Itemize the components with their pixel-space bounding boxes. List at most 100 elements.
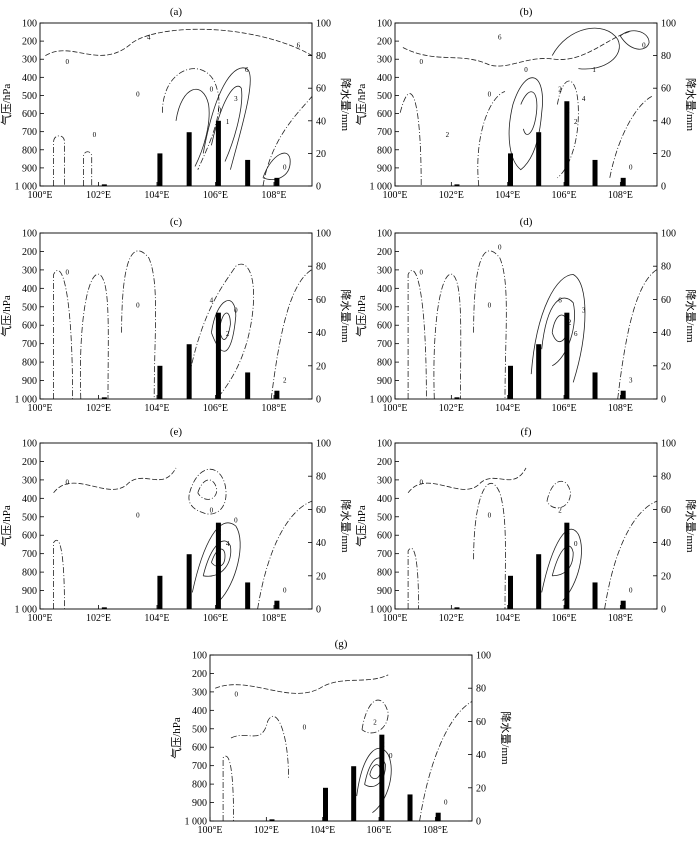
contour-value-label: 0 bbox=[444, 798, 448, 806]
y-left-tick-label: 200 bbox=[377, 247, 392, 258]
precip-bar bbox=[274, 600, 280, 609]
contour-lines bbox=[407, 467, 658, 610]
precip-bar bbox=[620, 390, 626, 399]
y-right-tick-label: 80 bbox=[476, 684, 486, 695]
contour-value-label: 0 bbox=[234, 307, 238, 315]
y-left-tick-label: 700 bbox=[377, 549, 392, 560]
contour-value-label: 4 bbox=[226, 540, 230, 548]
precip-bar bbox=[454, 184, 460, 186]
y-right-tick-label: 0 bbox=[661, 182, 666, 193]
y-left-tick-label: 600 bbox=[22, 531, 37, 542]
contour-value-label: 4 bbox=[147, 33, 151, 41]
y-left-tick-label: 100 bbox=[192, 651, 207, 662]
y-left-tick-label: 1 000 bbox=[185, 817, 208, 828]
panel-label: (a) bbox=[170, 6, 183, 18]
x-tick-label: 104°E bbox=[495, 403, 520, 414]
panel-label: (c) bbox=[170, 216, 183, 228]
x-tick-label: 106°E bbox=[551, 190, 576, 201]
x-tick-label: 100°E bbox=[382, 190, 407, 201]
y-right-axis-title: 降水量/mm bbox=[499, 711, 513, 765]
contour-value-label: 0 bbox=[419, 58, 423, 66]
precip-bar bbox=[620, 600, 626, 609]
y-left-tick-label: 700 bbox=[22, 339, 37, 350]
y-left-tick-label: 800 bbox=[22, 358, 37, 369]
y-right-tick-label: 20 bbox=[316, 361, 326, 372]
panel-c: (c)00024620100°E102°E104°E106°E108°E1002… bbox=[0, 216, 353, 414]
y-right-tick-label: 100 bbox=[661, 19, 676, 30]
y-right-tick-label: 60 bbox=[476, 717, 486, 728]
y-left-axis-title: 气压/hPa bbox=[0, 295, 13, 337]
y-left-tick-label: 400 bbox=[192, 706, 207, 717]
y-left-tick-label: 900 bbox=[377, 376, 392, 387]
contour-line bbox=[477, 91, 506, 187]
contour-value-label: 2 bbox=[558, 85, 562, 93]
y-left-tick-label: 800 bbox=[192, 780, 207, 791]
contour-value-label: 0 bbox=[498, 244, 502, 252]
contour-line bbox=[619, 30, 650, 50]
y-left-tick-label: 500 bbox=[377, 512, 392, 523]
contour-line bbox=[541, 297, 575, 367]
x-tick-label: 100°E bbox=[382, 613, 407, 624]
contour-line bbox=[262, 152, 291, 181]
contour-line bbox=[530, 274, 586, 383]
y-left-tick-label: 700 bbox=[192, 761, 207, 772]
contour-value-label: 0 bbox=[218, 107, 222, 115]
contour-lines bbox=[215, 674, 473, 822]
x-tick-label: 106°E bbox=[203, 613, 228, 624]
y-right-tick-label: 20 bbox=[316, 571, 326, 582]
precip-bar bbox=[592, 372, 598, 399]
precip-bar bbox=[186, 132, 192, 186]
y-right-axis-title: 降水量/mm bbox=[684, 499, 698, 553]
y-left-tick-label: 100 bbox=[22, 19, 37, 30]
y-left-tick-label: 700 bbox=[377, 127, 392, 138]
contour-lines bbox=[407, 250, 658, 400]
y-right-tick-label: 60 bbox=[661, 505, 671, 516]
y-left-tick-label: 700 bbox=[377, 339, 392, 350]
contour-line bbox=[262, 96, 313, 187]
precip-bar bbox=[508, 365, 514, 399]
y-right-tick-label: 20 bbox=[476, 783, 486, 794]
contour-line bbox=[609, 96, 652, 178]
contour-lines bbox=[53, 250, 313, 400]
precip-bar bbox=[536, 554, 542, 609]
y-right-tick-label: 40 bbox=[316, 116, 326, 127]
y-right-tick-label: 60 bbox=[661, 84, 671, 95]
plot-frame bbox=[394, 22, 658, 187]
y-left-tick-label: 500 bbox=[22, 302, 37, 313]
contour-line bbox=[175, 88, 210, 167]
x-tick-label: 102°E bbox=[86, 403, 111, 414]
y-left-tick-label: 300 bbox=[377, 265, 392, 276]
contour-lines bbox=[399, 27, 652, 187]
contour-line bbox=[407, 467, 527, 494]
contour-value-label: 3 bbox=[582, 307, 586, 315]
y-left-tick-label: 100 bbox=[377, 19, 392, 30]
y-right-tick-label: 60 bbox=[316, 505, 326, 516]
y-left-tick-label: 300 bbox=[22, 55, 37, 66]
y-right-tick-label: 100 bbox=[316, 19, 331, 30]
y-right-tick-label: 40 bbox=[316, 328, 326, 339]
contour-value-label: 4 bbox=[210, 297, 214, 305]
precip-bar bbox=[323, 787, 329, 821]
contour-value-label: 0 bbox=[488, 302, 492, 310]
y-right-axis-title: 降水量/mm bbox=[339, 499, 353, 553]
contour-line bbox=[45, 28, 313, 56]
y-left-tick-label: 200 bbox=[192, 669, 207, 680]
x-tick-label: 104°E bbox=[310, 825, 335, 836]
x-tick-label: 102°E bbox=[86, 613, 111, 624]
y-left-axis-title: 气压/hPa bbox=[354, 295, 368, 337]
y-right-tick-label: 80 bbox=[661, 472, 671, 483]
contour-line bbox=[402, 30, 631, 67]
contour-value-label: 0 bbox=[524, 66, 528, 74]
precip-bar bbox=[186, 344, 192, 399]
x-tick-label: 102°E bbox=[439, 403, 464, 414]
contour-value-label: 0 bbox=[136, 302, 140, 310]
precip-bar bbox=[274, 177, 280, 186]
y-right-tick-label: 0 bbox=[661, 605, 666, 616]
x-tick-label: 106°E bbox=[203, 403, 228, 414]
contour-line bbox=[473, 250, 507, 400]
y-left-tick-label: 600 bbox=[22, 109, 37, 120]
y-left-tick-label: 1 000 bbox=[370, 395, 393, 406]
contour-value-label: 0 bbox=[488, 90, 492, 98]
x-tick-label: 102°E bbox=[86, 190, 111, 201]
x-tick-label: 100°E bbox=[27, 613, 52, 624]
